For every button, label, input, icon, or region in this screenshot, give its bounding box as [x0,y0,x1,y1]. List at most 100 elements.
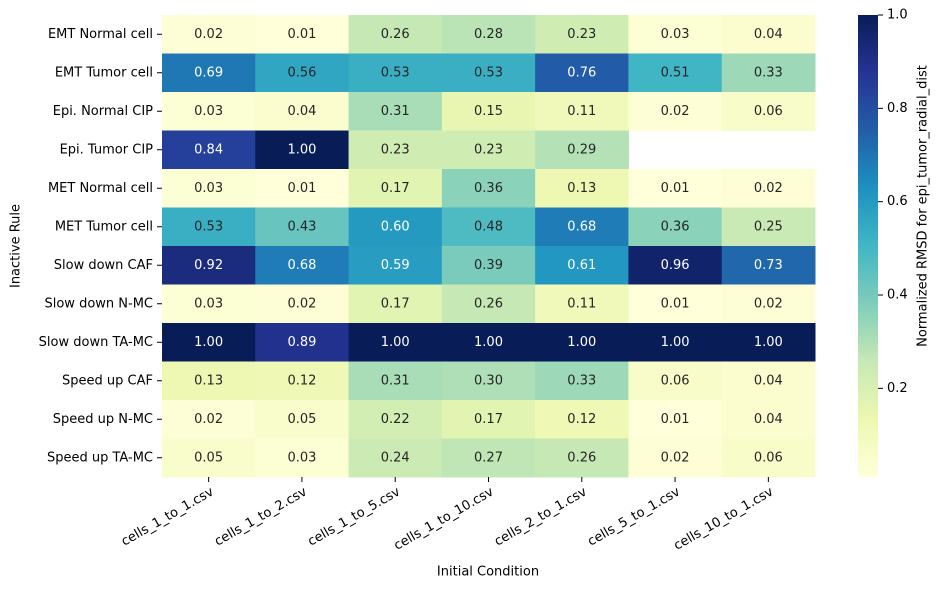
heatmap-cell [348,53,443,93]
cell-label: 0.25 [754,219,783,234]
cell-label: 0.31 [381,104,410,119]
heatmap-cell [255,246,350,285]
heatmap-cell [535,92,629,131]
heatmap-cell [535,361,629,401]
cell-label: 0.92 [194,258,223,273]
cell-label: 0.03 [661,27,690,42]
cell-label: 0.02 [754,296,783,311]
cell-label: 0.69 [194,65,223,80]
cell-label: 0.24 [381,450,410,465]
heatmap-cell [535,169,629,208]
heatmap-cell [535,130,629,170]
heatmap-cell [162,246,256,285]
cell-label: 0.89 [287,335,316,350]
heatmap-cell [162,15,256,54]
heatmap-cell [162,284,256,324]
cell-label: 0.26 [474,296,503,311]
cell-label: 0.02 [661,450,690,465]
y-tick-label: Speed up TA-MC [47,450,153,465]
cell-label: 0.17 [381,296,410,311]
x-tick-label: cells_2_to_1.csv [492,484,590,549]
heatmap-cell [535,207,629,247]
cell-label: 0.76 [567,65,596,80]
heatmap-cell [348,246,443,285]
colorbar [858,15,878,477]
heatmap-cell [628,323,723,362]
heatmap-cell [348,323,443,362]
y-tick-label: Speed up CAF [62,373,153,388]
colorbar-tick-label: 0.4 [887,288,908,303]
heatmap-cell [535,246,629,285]
heatmap-cell [162,400,256,439]
heatmap-cell [255,92,350,131]
cell-label: 0.48 [474,219,503,234]
heatmap-cell [348,400,443,439]
x-tick-label: cells_10_to_1.csv [671,484,776,553]
cell-label: 0.03 [287,450,316,465]
y-tick-label: Slow down CAF [54,258,153,273]
cell-label: 0.30 [474,373,503,388]
heatmap-cell [162,438,256,478]
cell-label: 0.02 [194,27,223,42]
cell-label: 0.17 [381,181,410,196]
cell-label: 0.31 [381,373,410,388]
heatmap-cell [255,207,350,247]
y-tick-label: MET Tumor cell [55,219,153,234]
cell-label: 0.03 [194,296,223,311]
cell-label: 0.02 [754,181,783,196]
cell-label: 0.03 [194,104,223,119]
cell-label: 0.04 [754,27,783,42]
cell-label: 0.15 [474,104,503,119]
heatmap-cell [162,361,256,401]
y-tick-label: EMT Normal cell [48,27,153,42]
cell-label: 0.43 [287,219,316,234]
heatmap-cell [441,323,536,362]
heatmap-cell [441,400,536,439]
cell-label: 0.73 [754,258,783,273]
heatmap-cell [721,400,816,439]
cell-label: 0.11 [567,296,596,311]
heatmap-cell [348,284,443,324]
heatmap-cell [721,284,816,324]
heatmap-cell [535,15,629,54]
cell-label: 0.23 [567,27,596,42]
heatmap-cell [628,207,723,247]
heatmap-cell [348,361,443,401]
heatmap-cell [441,361,536,401]
heatmap-cell [348,438,443,478]
heatmap-cell [721,15,816,54]
heatmap-cell [721,92,816,131]
heatmap-cell [535,284,629,324]
cell-label: 0.05 [287,412,316,427]
cell-label: 0.13 [194,373,223,388]
cell-label: 0.01 [661,181,690,196]
cell-label: 1.00 [194,335,223,350]
heatmap-cell [255,53,350,93]
cell-label: 0.01 [661,296,690,311]
heatmap-cell [162,169,256,208]
cell-label: 0.68 [567,219,596,234]
colorbar-tick-label: 1.0 [887,8,908,23]
heatmap-cell [348,169,443,208]
heatmap-cell [255,400,350,439]
heatmap-cell [441,169,536,208]
x-tick-label: cells_5_to_1.csv [585,484,683,549]
heatmap-cell [721,246,816,285]
cell-label: 0.33 [567,373,596,388]
cell-label: 0.61 [567,258,596,273]
heatmap-cell [628,169,723,208]
heatmap-cell [348,92,443,131]
cell-label: 0.02 [287,296,316,311]
heatmap-cell [162,92,256,131]
x-tick-label: cells_1_to_10.csv [392,484,497,553]
cell-label: 0.06 [661,373,690,388]
cell-label: 0.26 [381,27,410,42]
cell-label: 0.51 [661,65,690,80]
x-tick-label: cells_1_to_5.csv [305,484,403,549]
heatmap-cell [255,169,350,208]
heatmap-cell [628,400,723,439]
cell-label: 0.06 [754,104,783,119]
heatmap-cell [162,53,256,93]
heatmap-cell [441,207,536,247]
